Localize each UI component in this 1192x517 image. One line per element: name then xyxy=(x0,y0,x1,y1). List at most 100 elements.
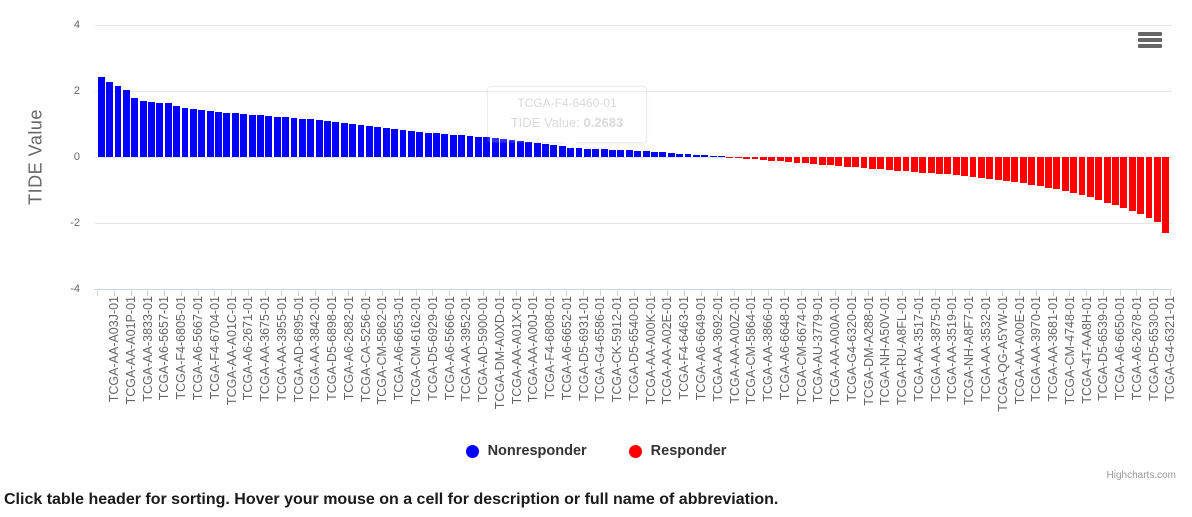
bar-responder[interactable] xyxy=(1019,157,1027,184)
bar-nonresponder[interactable] xyxy=(282,117,290,157)
bar-nonresponder[interactable] xyxy=(206,111,214,157)
bar-responder[interactable] xyxy=(877,157,885,170)
bar-responder[interactable] xyxy=(1095,157,1103,200)
bar-nonresponder[interactable] xyxy=(667,153,675,157)
bar-nonresponder[interactable] xyxy=(583,148,591,157)
legend-item-nonresponder[interactable]: Nonresponder xyxy=(465,443,587,459)
bar-responder[interactable] xyxy=(1053,157,1061,190)
bar-nonresponder[interactable] xyxy=(701,155,709,157)
bar-nonresponder[interactable] xyxy=(567,148,575,157)
bar-responder[interactable] xyxy=(843,157,851,167)
bar-nonresponder[interactable] xyxy=(114,85,122,157)
bar-responder[interactable] xyxy=(1028,157,1036,185)
bar-nonresponder[interactable] xyxy=(625,150,633,157)
bar-nonresponder[interactable] xyxy=(692,155,700,157)
bar-responder[interactable] xyxy=(1162,157,1170,234)
bar-nonresponder[interactable] xyxy=(416,131,424,157)
bar-nonresponder[interactable] xyxy=(609,149,616,157)
bar-nonresponder[interactable] xyxy=(516,140,524,157)
bar-responder[interactable] xyxy=(793,157,801,163)
bar-nonresponder[interactable] xyxy=(458,135,466,157)
bar-responder[interactable] xyxy=(1070,157,1078,193)
bar-responder[interactable] xyxy=(910,157,918,172)
bar-responder[interactable] xyxy=(986,157,994,180)
bar-responder[interactable] xyxy=(1137,157,1145,215)
bar-responder[interactable] xyxy=(1003,157,1010,182)
bar-nonresponder[interactable] xyxy=(525,141,533,157)
chart-context-menu-icon[interactable] xyxy=(1138,32,1162,48)
bar-nonresponder[interactable] xyxy=(424,132,432,157)
bar-nonresponder[interactable] xyxy=(542,143,549,157)
bar-responder[interactable] xyxy=(818,157,826,165)
bar-responder[interactable] xyxy=(994,157,1002,181)
bar-responder[interactable] xyxy=(1103,157,1111,203)
bar-nonresponder[interactable] xyxy=(374,126,382,157)
bar-nonresponder[interactable] xyxy=(357,124,365,157)
bar-responder[interactable] xyxy=(977,157,985,179)
bar-nonresponder[interactable] xyxy=(164,103,172,157)
bar-responder[interactable] xyxy=(936,157,943,174)
bar-responder[interactable] xyxy=(902,157,910,172)
bar-nonresponder[interactable] xyxy=(407,130,415,157)
bar-nonresponder[interactable] xyxy=(273,116,281,157)
bar-nonresponder[interactable] xyxy=(600,149,608,157)
bar-responder[interactable] xyxy=(952,157,960,176)
bar-nonresponder[interactable] xyxy=(651,151,658,157)
bar-responder[interactable] xyxy=(1120,157,1128,209)
bar-responder[interactable] xyxy=(885,157,893,170)
bar-nonresponder[interactable] xyxy=(659,152,667,157)
bar-nonresponder[interactable] xyxy=(558,145,566,157)
bar-responder[interactable] xyxy=(894,157,901,171)
bar-nonresponder[interactable] xyxy=(257,115,264,157)
bar-responder[interactable] xyxy=(759,157,767,160)
bar-nonresponder[interactable] xyxy=(382,127,390,157)
bar-responder[interactable] xyxy=(810,157,818,164)
bar-nonresponder[interactable] xyxy=(634,150,642,157)
bar-nonresponder[interactable] xyxy=(315,120,323,157)
bar-nonresponder[interactable] xyxy=(483,137,491,157)
bar-nonresponder[interactable] xyxy=(474,136,482,157)
bar-responder[interactable] xyxy=(827,157,834,166)
bar-responder[interactable] xyxy=(1153,157,1161,222)
bar-responder[interactable] xyxy=(835,157,843,166)
bar-nonresponder[interactable] xyxy=(189,109,197,157)
bar-responder[interactable] xyxy=(927,157,935,174)
bar-responder[interactable] xyxy=(734,157,742,158)
bar-nonresponder[interactable] xyxy=(676,153,684,157)
legend-item-responder[interactable]: Responder xyxy=(628,443,726,459)
bar-responder[interactable] xyxy=(1036,157,1044,187)
bar-nonresponder[interactable] xyxy=(533,142,541,157)
bar-nonresponder[interactable] xyxy=(441,133,449,157)
bar-nonresponder[interactable] xyxy=(500,138,507,157)
bar-responder[interactable] xyxy=(1011,157,1019,183)
bar-nonresponder[interactable] xyxy=(97,77,105,157)
bar-responder[interactable] xyxy=(961,157,969,177)
bar-nonresponder[interactable] xyxy=(106,81,113,157)
bar-nonresponder[interactable] xyxy=(391,128,399,157)
bar-nonresponder[interactable] xyxy=(298,118,306,157)
bar-nonresponder[interactable] xyxy=(215,112,222,157)
bar-nonresponder[interactable] xyxy=(709,156,717,157)
bar-responder[interactable] xyxy=(868,157,876,169)
bar-responder[interactable] xyxy=(1086,157,1094,198)
bar-responder[interactable] xyxy=(944,157,952,175)
bar-nonresponder[interactable] xyxy=(148,101,155,157)
bar-nonresponder[interactable] xyxy=(491,137,499,157)
bar-nonresponder[interactable] xyxy=(290,118,298,157)
bar-nonresponder[interactable] xyxy=(139,100,147,157)
bar-responder[interactable] xyxy=(776,157,784,162)
bar-nonresponder[interactable] xyxy=(265,116,273,157)
bar-nonresponder[interactable] xyxy=(231,113,239,157)
bar-nonresponder[interactable] xyxy=(399,129,407,157)
bar-nonresponder[interactable] xyxy=(198,110,206,157)
bar-nonresponder[interactable] xyxy=(718,156,725,157)
bar-nonresponder[interactable] xyxy=(550,144,558,157)
bar-nonresponder[interactable] xyxy=(181,107,189,157)
bar-nonresponder[interactable] xyxy=(248,114,256,157)
bar-responder[interactable] xyxy=(852,157,860,168)
highcharts-credit[interactable]: Highcharts.com xyxy=(1106,470,1176,481)
bar-responder[interactable] xyxy=(751,157,759,160)
bar-nonresponder[interactable] xyxy=(592,149,600,157)
bar-responder[interactable] xyxy=(743,157,751,159)
bar-responder[interactable] xyxy=(860,157,868,168)
